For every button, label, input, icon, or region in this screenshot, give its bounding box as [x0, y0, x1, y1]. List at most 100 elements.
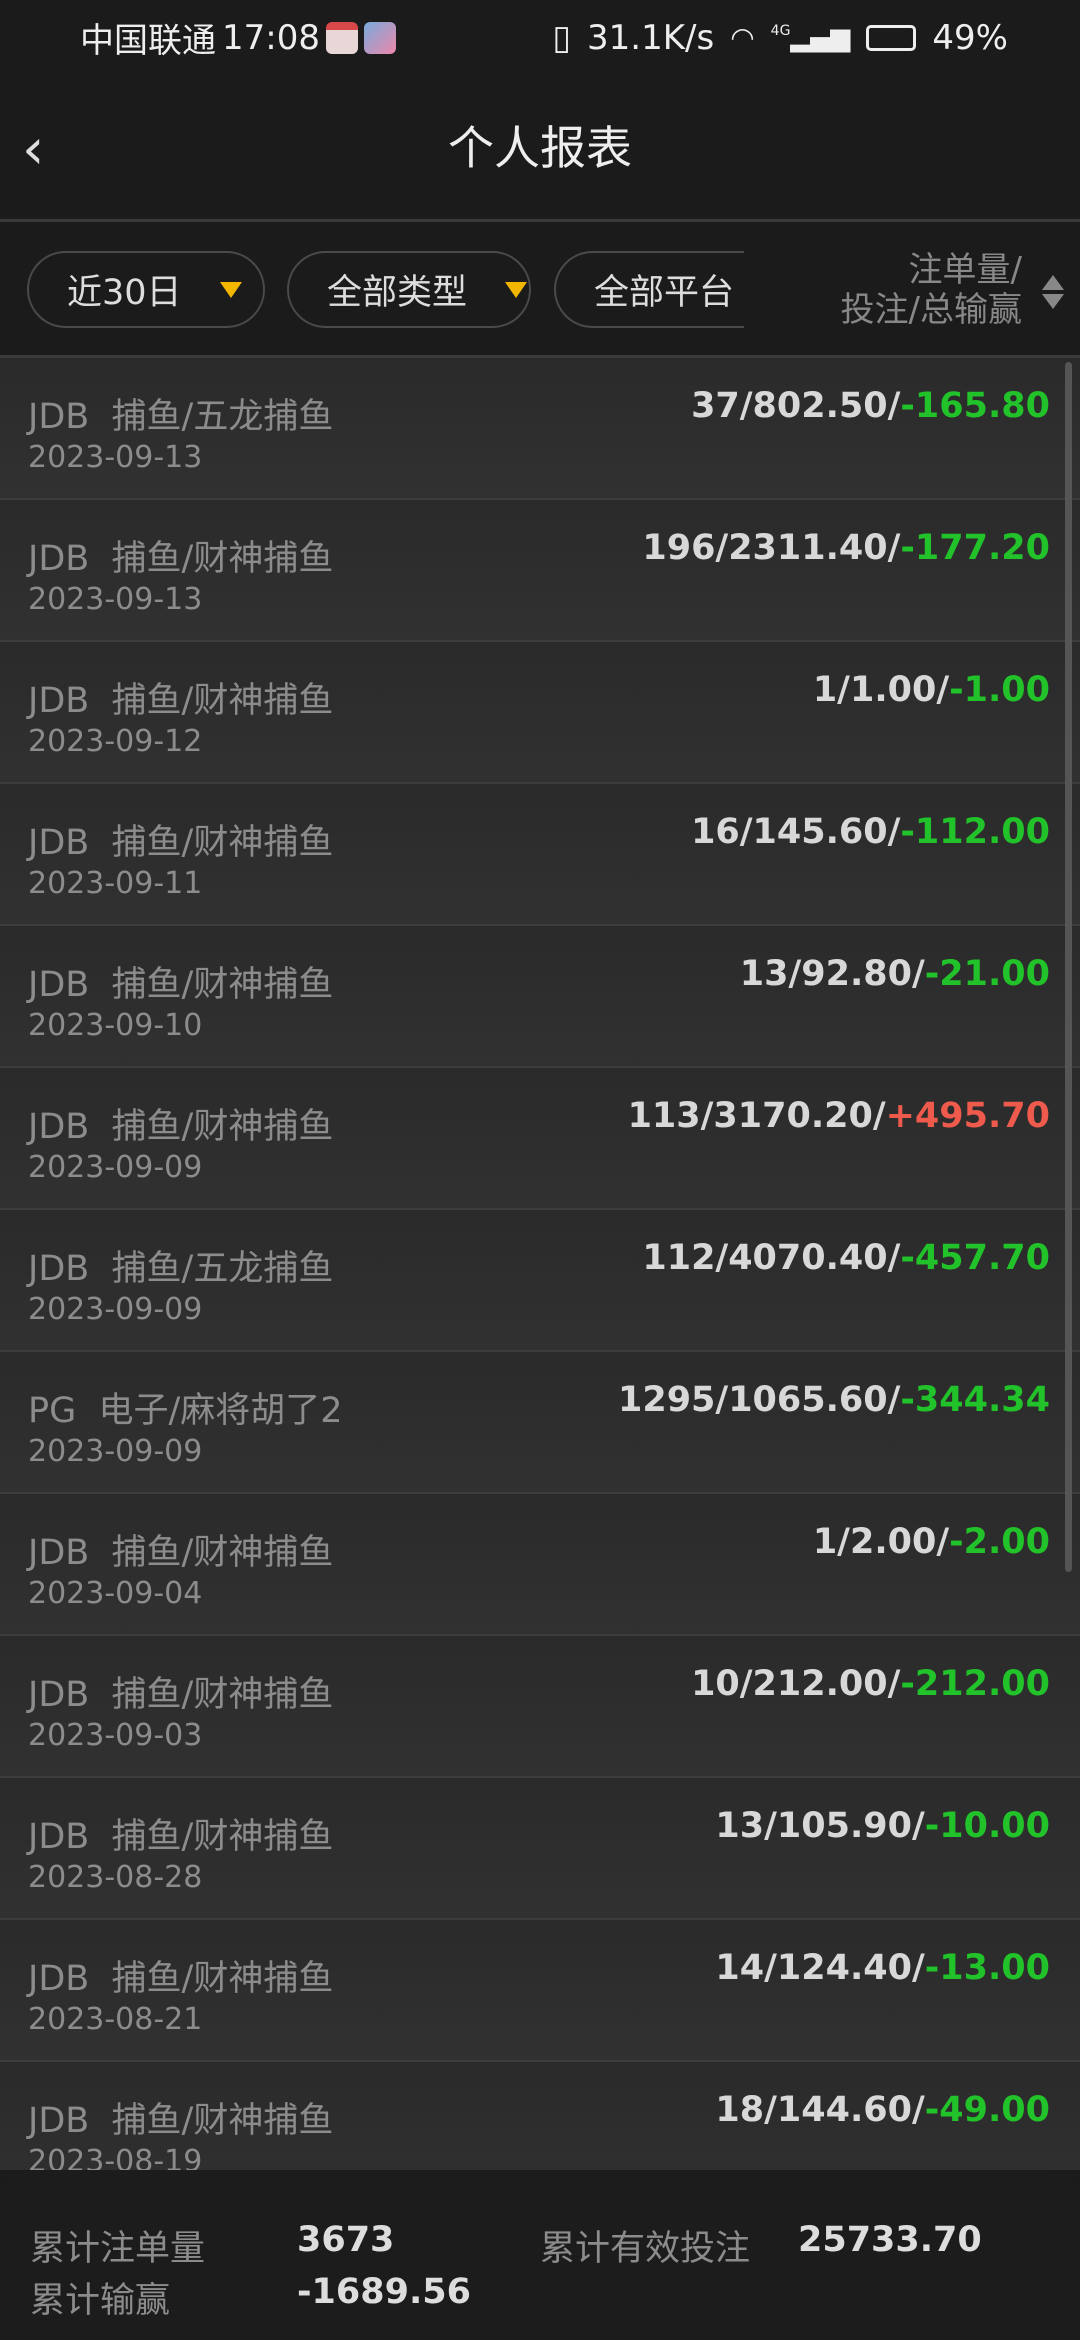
record-date: 2023-09-09	[28, 1292, 203, 1327]
game-name: JDB 捕鱼/财神捕鱼	[28, 965, 334, 1005]
record-date: 2023-09-09	[28, 1150, 203, 1185]
total-win-label: 累计输赢	[30, 2281, 171, 2321]
record-values: 13/92.80/-21.00	[740, 954, 1050, 994]
record-date: 2023-08-21	[28, 2002, 203, 2037]
game-name: JDB 捕鱼/财神捕鱼	[28, 1959, 334, 1999]
win-loss: -49.00	[924, 2090, 1050, 2130]
bets-and-stake: 112/4070.40/	[642, 1238, 901, 1278]
record-values: 196/2311.40/-177.20	[642, 528, 1050, 568]
record-values: 1295/1065.60/-344.34	[618, 1380, 1050, 1420]
dropdown-arrow-icon	[505, 281, 528, 298]
wifi-icon: ◠	[730, 21, 755, 54]
valid-bet-value: 25733.70	[798, 2220, 982, 2260]
status-bar: 中国联通 17:08 ▯ 31.1K/s ◠ 4G▂▄▆ 49%	[0, 0, 1080, 75]
record-row[interactable]: JDB 捕鱼/五龙捕鱼 2023-09-13 37/802.50/-165.80	[0, 358, 1080, 500]
win-loss: -21.00	[924, 954, 1050, 994]
record-row[interactable]: JDB 捕鱼/财神捕鱼 2023-08-19 18/144.60/-49.00	[0, 2062, 1080, 2170]
sort-label: 注单量/	[908, 250, 1022, 290]
bets-and-stake: 10/212.00/	[691, 1664, 901, 1704]
bets-and-stake: 14/124.40/	[715, 1948, 925, 1988]
signal-icon: 4G▂▄▆	[770, 22, 851, 53]
record-values: 37/802.50/-165.80	[691, 386, 1050, 426]
type-filter[interactable]: 全部类型	[287, 251, 531, 328]
game-name: JDB 捕鱼/五龙捕鱼	[28, 1249, 334, 1289]
record-date: 2023-08-19	[28, 2144, 203, 2170]
record-values: 113/3170.20/+495.70	[628, 1096, 1050, 1136]
record-values: 13/105.90/-10.00	[715, 1806, 1050, 1846]
chevron-left-icon: ‹	[22, 117, 45, 182]
record-row[interactable]: JDB 捕鱼/财神捕鱼 2023-08-21 14/124.40/-13.00	[0, 1920, 1080, 2062]
record-values: 1/1.00/-1.00	[813, 670, 1050, 710]
carrier: 中国联通	[80, 21, 216, 61]
game-name: PG 电子/麻将胡了2	[28, 1391, 343, 1431]
battery-level: 49%	[932, 17, 1008, 58]
total-bets-value: 3673	[297, 2220, 395, 2260]
win-loss: -344.34	[900, 1380, 1050, 1420]
net-speed: 31.1K/s	[587, 17, 715, 58]
win-loss: -13.00	[924, 1948, 1050, 1988]
filter-bar: 近30日 全部类型 全部平台 注单量/ 投注/总输赢	[0, 225, 1080, 358]
win-loss: -457.70	[900, 1238, 1050, 1278]
game-name: JDB 捕鱼/财神捕鱼	[28, 823, 334, 863]
record-values: 112/4070.40/-457.70	[642, 1238, 1050, 1278]
record-values: 1/2.00/-2.00	[813, 1522, 1050, 1562]
record-date: 2023-08-28	[28, 1860, 203, 1895]
summary-panel: 累计注单量 3673 累计有效投注 25733.70 累计输赢 -1689.56	[0, 2170, 1080, 2340]
win-loss: -112.00	[900, 812, 1050, 852]
record-date: 2023-09-13	[28, 440, 203, 475]
record-values: 10/212.00/-212.00	[691, 1664, 1050, 1704]
platform-filter[interactable]: 全部平台	[554, 251, 744, 328]
bets-and-stake: 196/2311.40/	[642, 528, 901, 568]
bets-and-stake: 1/2.00/	[812, 1522, 950, 1562]
record-row[interactable]: JDB 捕鱼/财神捕鱼 2023-09-10 13/92.80/-21.00	[0, 926, 1080, 1068]
period-filter[interactable]: 近30日	[27, 251, 265, 328]
battery-icon	[866, 24, 917, 51]
type-filter-label: 全部类型	[327, 273, 468, 313]
page-title: 个人报表	[448, 121, 632, 175]
record-values: 18/144.60/-49.00	[715, 2090, 1050, 2130]
record-row[interactable]: JDB 捕鱼/五龙捕鱼 2023-09-09 112/4070.40/-457.…	[0, 1210, 1080, 1352]
back-button[interactable]: ‹	[22, 115, 82, 185]
record-row[interactable]: JDB 捕鱼/财神捕鱼 2023-09-11 16/145.60/-112.00	[0, 784, 1080, 926]
dropdown-arrow-icon	[219, 281, 242, 298]
record-row[interactable]: JDB 捕鱼/财神捕鱼 2023-08-28 13/105.90/-10.00	[0, 1778, 1080, 1920]
bets-and-stake: 113/3170.20/	[627, 1096, 886, 1136]
sort-header[interactable]: 注单量/ 投注/总输赢	[841, 250, 1022, 330]
win-loss: -177.20	[900, 528, 1050, 568]
total-bets-label: 累计注单量	[30, 2229, 206, 2269]
bets-and-stake: 18/144.60/	[715, 2090, 925, 2130]
win-loss: -1.00	[949, 670, 1050, 710]
record-row[interactable]: JDB 捕鱼/财神捕鱼 2023-09-09 113/3170.20/+495.…	[0, 1068, 1080, 1210]
record-date: 2023-09-10	[28, 1008, 203, 1043]
bets-and-stake: 16/145.60/	[691, 812, 901, 852]
record-row[interactable]: JDB 捕鱼/财神捕鱼 2023-09-12 1/1.00/-1.00	[0, 642, 1080, 784]
record-row[interactable]: PG 电子/麻将胡了2 2023-09-09 1295/1065.60/-344…	[0, 1352, 1080, 1494]
game-name: JDB 捕鱼/财神捕鱼	[28, 1817, 334, 1857]
record-date: 2023-09-13	[28, 582, 203, 617]
game-name: JDB 捕鱼/财神捕鱼	[28, 539, 334, 579]
bets-and-stake: 1/1.00/	[812, 670, 950, 710]
record-row[interactable]: JDB 捕鱼/财神捕鱼 2023-09-13 196/2311.40/-177.…	[0, 500, 1080, 642]
game-name: JDB 捕鱼/财神捕鱼	[28, 1107, 334, 1147]
bets-and-stake: 1295/1065.60/	[618, 1380, 901, 1420]
record-list: JDB 捕鱼/五龙捕鱼 2023-09-13 37/802.50/-165.80…	[0, 358, 1080, 2170]
record-date: 2023-09-09	[28, 1434, 203, 1469]
valid-bet-label: 累计有效投注	[540, 2229, 751, 2269]
record-values: 16/145.60/-112.00	[691, 812, 1050, 852]
notification-app-icon	[325, 21, 358, 54]
scrollbar[interactable]	[1065, 362, 1072, 1572]
win-loss: -212.00	[900, 1664, 1050, 1704]
record-date: 2023-09-11	[28, 866, 203, 901]
record-values: 14/124.40/-13.00	[715, 1948, 1050, 1988]
header: 个人报表 ‹	[0, 75, 1080, 222]
sort-icon[interactable]	[1042, 275, 1066, 309]
platform-filter-label: 全部平台	[594, 273, 735, 313]
record-date: 2023-09-04	[28, 1576, 203, 1611]
record-row[interactable]: JDB 捕鱼/财神捕鱼 2023-09-03 10/212.00/-212.00	[0, 1636, 1080, 1778]
record-date: 2023-09-12	[28, 724, 203, 759]
game-name: JDB 捕鱼/财神捕鱼	[28, 681, 334, 721]
bets-and-stake: 37/802.50/	[691, 386, 901, 426]
game-name: JDB 捕鱼/财神捕鱼	[28, 1675, 334, 1715]
game-name: JDB 捕鱼/五龙捕鱼	[28, 397, 334, 437]
record-row[interactable]: JDB 捕鱼/财神捕鱼 2023-09-04 1/2.00/-2.00	[0, 1494, 1080, 1636]
